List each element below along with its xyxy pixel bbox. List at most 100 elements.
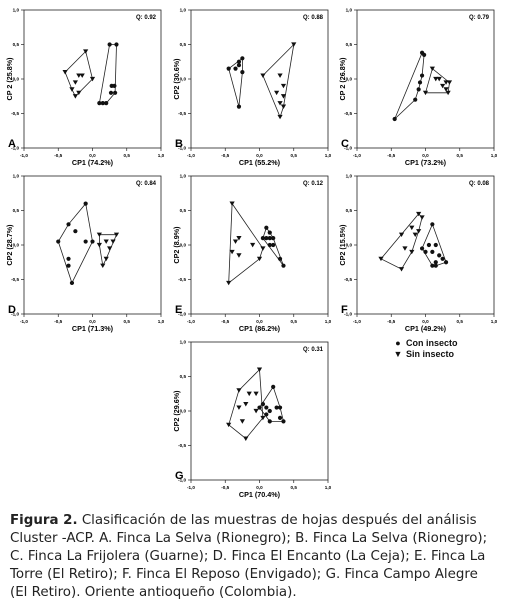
- y-tick-label: -1,0: [178, 146, 186, 151]
- point-con-insecto: [422, 52, 427, 57]
- circle-marker-icon: ●: [395, 338, 401, 348]
- point-sin-insecto: [110, 239, 116, 244]
- point-con-insecto: [417, 80, 423, 85]
- point-con-insecto: [69, 280, 75, 286]
- point-con-insecto: [100, 101, 105, 106]
- y-tick-label: -0,5: [11, 111, 19, 116]
- x-tick-label: 1,0: [158, 153, 165, 158]
- point-con-insecto: [90, 239, 95, 244]
- point-con-insecto: [267, 408, 272, 414]
- x-tick-label: -0,5: [387, 319, 395, 324]
- point-con-insecto: [97, 101, 102, 106]
- x-tick-label: 0,5: [457, 153, 464, 158]
- x-tick-label: 1,0: [325, 153, 332, 158]
- x-tick-label: -1,0: [353, 153, 361, 158]
- y-tick-label: -0,5: [178, 111, 186, 116]
- y-tick-label: 0,0: [13, 243, 20, 248]
- point-sin-insecto: [280, 94, 287, 99]
- point-sin-insecto: [62, 70, 68, 75]
- y-tick-label: 1,0: [180, 8, 187, 13]
- panel-g: -1,0-1,0 -0,5 -0,5 0,0 0,0 0,5 0,5 1,0 1,0 CP1 (7…: [172, 340, 332, 499]
- y-tick-label: 0,5: [13, 42, 20, 47]
- panel-letter: E: [175, 304, 182, 316]
- x-tick-label: -1,0: [353, 319, 361, 324]
- y-tick-label: -0,5: [178, 277, 186, 282]
- y-axis-label: CP 2 (26.8%): [338, 57, 347, 101]
- hull-con-insecto: [57, 202, 93, 284]
- point-sin-insecto: [253, 408, 259, 414]
- x-tick-label: -1,0: [187, 319, 195, 324]
- point-con-insecto: [433, 263, 438, 268]
- panel-letter: C: [341, 138, 349, 150]
- q-value-label: Q: 0.08: [469, 181, 490, 187]
- point-sin-insecto: [72, 80, 78, 85]
- point-con-insecto: [419, 73, 425, 78]
- point-con-insecto: [113, 90, 118, 95]
- point-con-insecto: [264, 405, 269, 410]
- y-tick-label: -1,0: [344, 312, 352, 317]
- point-sin-insecto: [260, 73, 266, 78]
- panel-letter: B: [175, 138, 183, 150]
- point-con-insecto: [226, 66, 231, 71]
- legend-label-con-insecto: Con insecto: [406, 338, 458, 348]
- x-tick-label: 0,0: [422, 319, 429, 324]
- hull-sin-insecto: [262, 43, 295, 119]
- y-axis-label: CP2 (29.6%): [172, 390, 181, 432]
- panel-e: -1,0-1,0 -0,5 -0,5 0,0 0,0 0,5 0,5 1,0 1,0 CP1 (8…: [172, 174, 332, 333]
- x-tick-label: 1,0: [325, 485, 332, 490]
- point-con-insecto: [114, 42, 119, 47]
- point-con-insecto: [416, 87, 421, 92]
- point-sin-insecto: [76, 90, 82, 96]
- point-sin-insecto: [83, 49, 89, 54]
- caption-text: Clasificación de las muestras de hojas d…: [10, 513, 488, 600]
- legend-label-sin-insecto: Sin insecto: [406, 349, 455, 359]
- x-tick-label: -1,0: [20, 319, 28, 324]
- point-sin-insecto: [440, 83, 446, 89]
- point-con-insecto: [66, 222, 71, 227]
- point-con-insecto: [233, 66, 238, 71]
- point-con-insecto: [413, 97, 418, 102]
- point-sin-insecto: [277, 101, 283, 106]
- point-con-insecto: [281, 419, 286, 424]
- y-tick-label: 0,5: [13, 208, 20, 213]
- point-con-insecto: [73, 229, 78, 234]
- point-con-insecto: [267, 419, 272, 424]
- point-sin-insecto: [277, 114, 283, 120]
- hull-con-insecto: [421, 223, 447, 267]
- y-tick-label: 0,5: [346, 208, 353, 213]
- caption-label: Figura 2.: [10, 513, 78, 528]
- point-con-insecto: [426, 242, 432, 248]
- x-tick-label: -0,5: [54, 153, 62, 158]
- x-tick-label: 1,0: [491, 153, 498, 158]
- x-tick-label: -0,5: [221, 319, 229, 324]
- x-tick-label: -0,5: [54, 319, 62, 324]
- point-con-insecto: [277, 256, 283, 261]
- point-sin-insecto: [422, 90, 429, 96]
- point-con-insecto: [240, 56, 245, 61]
- point-sin-insecto: [398, 267, 405, 272]
- y-axis-label: CP 2 (25.8%): [5, 57, 14, 101]
- point-con-insecto: [107, 42, 112, 47]
- point-sin-insecto: [113, 232, 120, 237]
- plot-frame: [190, 9, 329, 149]
- point-con-insecto: [423, 249, 428, 254]
- point-con-insecto: [260, 236, 266, 241]
- panel-letter: G: [175, 470, 184, 482]
- point-sin-insecto: [253, 391, 259, 397]
- point-con-insecto: [264, 412, 269, 417]
- panel-d: -1,0-1,0 -0,5 -0,5 0,0 0,0 0,5 0,5 1,0 1,0 CP1 (7…: [5, 174, 165, 333]
- y-axis-label: CP2 (8.9%): [172, 226, 181, 264]
- point-sin-insecto: [419, 215, 425, 220]
- point-sin-insecto: [277, 73, 283, 78]
- y-tick-label: 0,5: [180, 42, 187, 47]
- y-tick-label: 0,0: [180, 243, 187, 248]
- point-con-insecto: [433, 260, 438, 265]
- y-tick-label: 1,0: [180, 340, 187, 345]
- point-sin-insecto: [260, 415, 266, 421]
- y-tick-label: 1,0: [180, 174, 187, 179]
- legend-item-con-insecto: ● Con insecto: [392, 338, 458, 349]
- y-tick-label: 1,0: [13, 8, 20, 13]
- x-axis-label: CP1 (71.3%): [72, 324, 114, 333]
- hull-sin-insecto: [99, 234, 118, 267]
- point-sin-insecto: [291, 42, 297, 47]
